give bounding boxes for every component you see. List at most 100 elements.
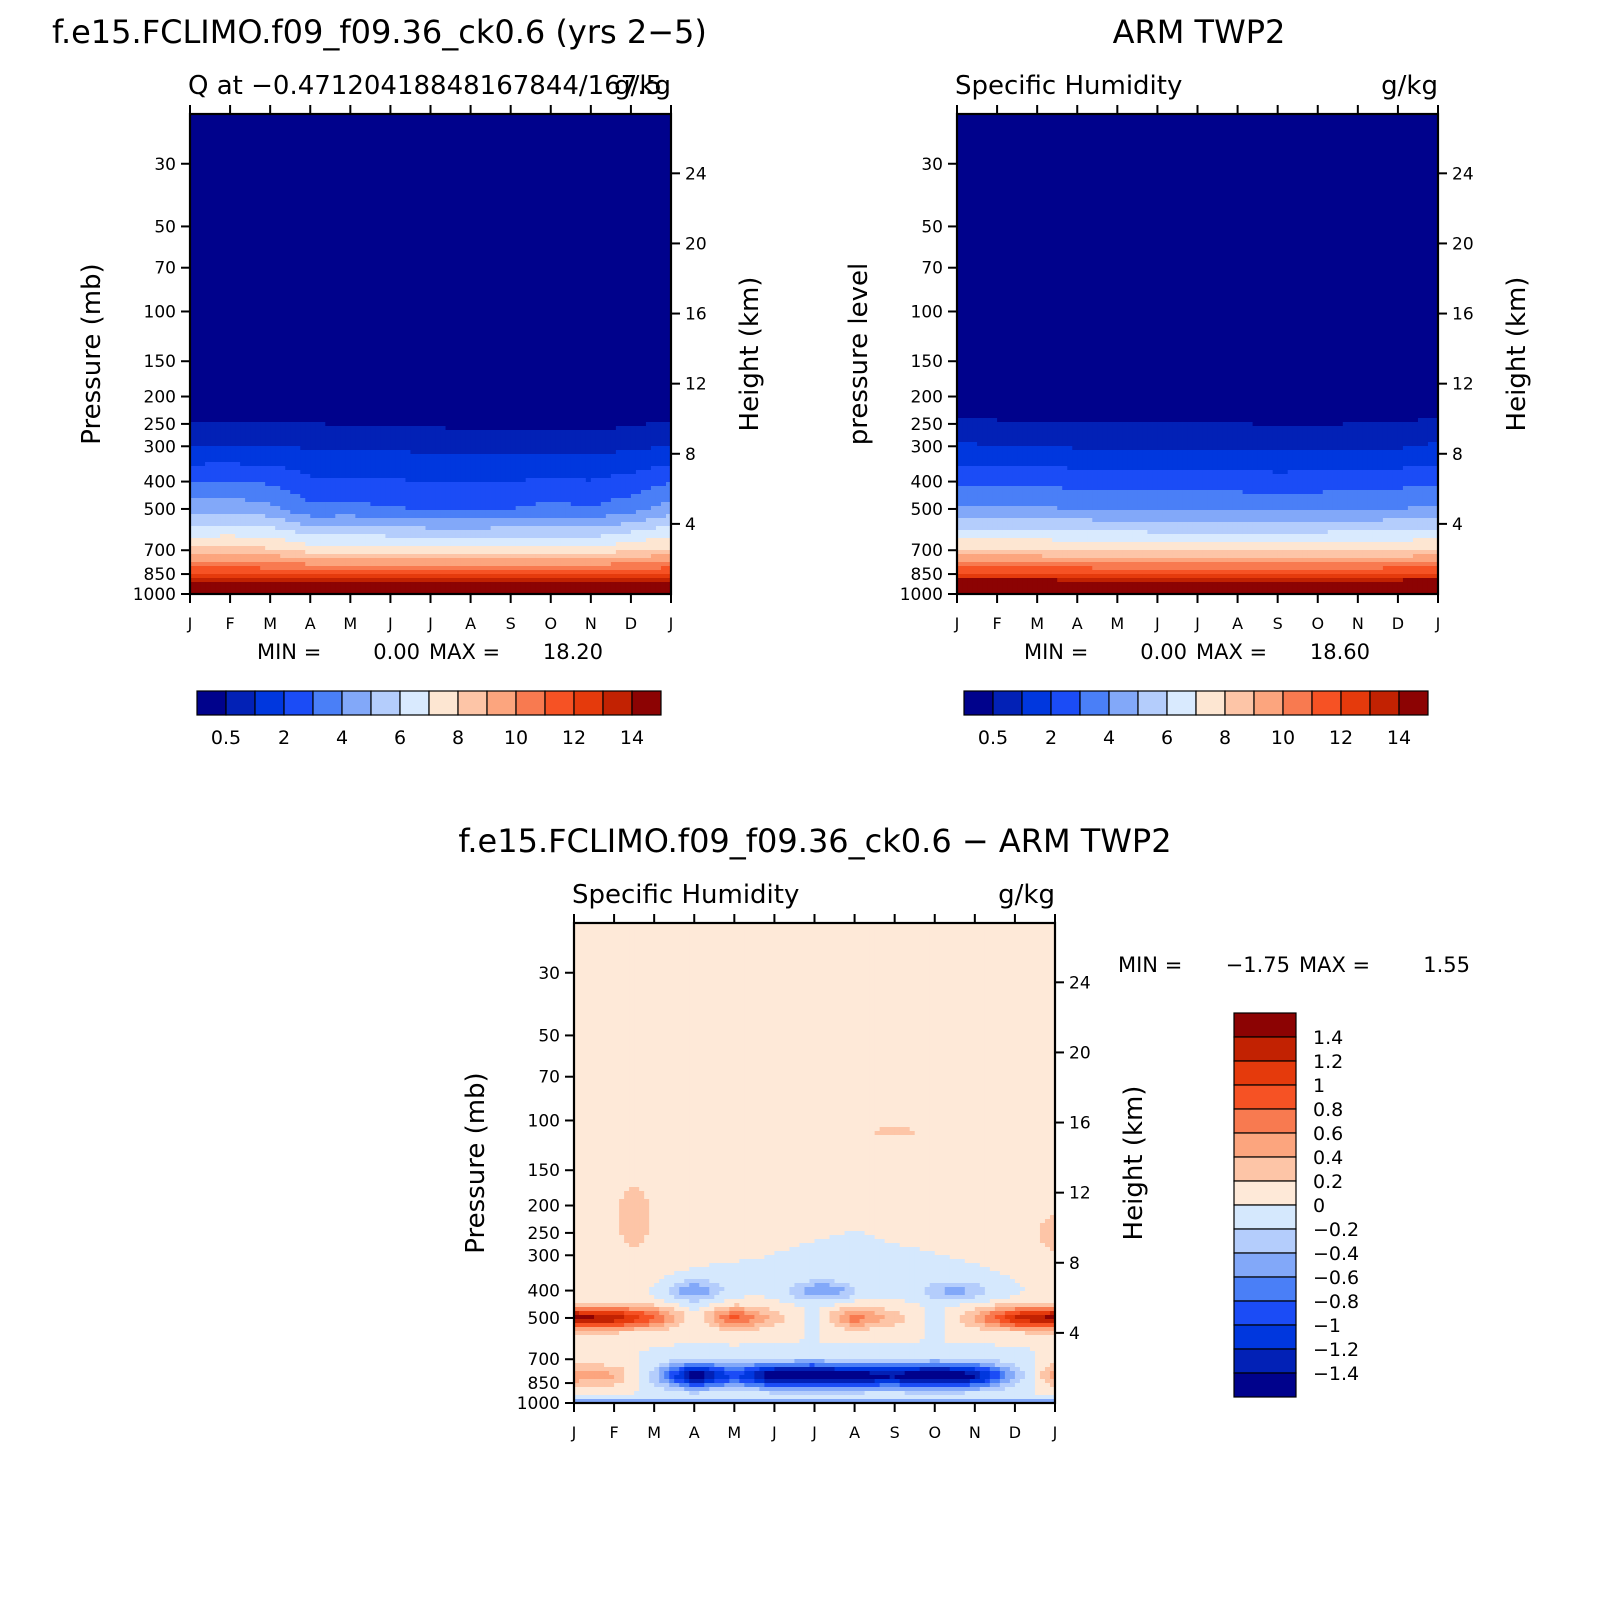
contour-cell: [441, 138, 447, 143]
contour-cell: [581, 302, 587, 307]
contour-cell: [621, 250, 627, 255]
contour-cell: [481, 258, 487, 263]
contour-cell: [486, 314, 492, 319]
contour-cell: [390, 250, 396, 255]
contour-cell: [240, 230, 246, 235]
contour-cell: [210, 202, 216, 207]
contour-cell: [451, 254, 457, 259]
contour-cell: [536, 250, 542, 255]
contour-cell: [405, 246, 411, 251]
contour-cell: [335, 202, 341, 207]
contour-cell: [481, 246, 487, 251]
contour-cell: [611, 190, 617, 195]
contour-cell: [245, 306, 251, 311]
contour-cell: [325, 126, 331, 131]
contour-cell: [636, 130, 642, 135]
contour-cell: [521, 166, 527, 171]
contour-cell: [380, 198, 386, 203]
contour-cell: [295, 154, 301, 159]
contour-cell: [481, 250, 487, 255]
contour-cell: [531, 230, 537, 235]
contour-cell: [626, 126, 632, 131]
contour-cell: [395, 162, 401, 167]
contour-cell: [350, 238, 356, 243]
contour-cell: [270, 142, 276, 147]
contour-cell: [516, 274, 522, 279]
contour-cell: [461, 310, 467, 315]
contour-cell: [320, 214, 326, 219]
contour-cell: [451, 122, 457, 127]
contour-cell: [476, 274, 482, 279]
contour-cell: [506, 126, 512, 131]
contour-cell: [330, 298, 336, 303]
contour-cell: [441, 206, 447, 211]
contour-cell: [220, 222, 226, 227]
contour-cell: [400, 258, 406, 263]
contour-cell: [596, 142, 602, 147]
contour-cell: [441, 230, 447, 235]
contour-cell: [300, 202, 306, 207]
contour-cell: [250, 254, 256, 259]
contour-cell: [275, 246, 281, 251]
contour-cell: [300, 242, 306, 247]
contour-cell: [601, 202, 607, 207]
contour-cell: [370, 186, 376, 191]
contour-cell: [245, 170, 251, 175]
contour-cell: [481, 306, 487, 311]
contour-cell: [561, 230, 567, 235]
contour-cell: [270, 202, 276, 207]
contour-cell: [360, 138, 366, 143]
contour-cell: [425, 198, 431, 203]
contour-cell: [415, 250, 421, 255]
contour-cell: [566, 266, 572, 271]
contour-cell: [365, 154, 371, 159]
contour-cell: [245, 310, 251, 315]
contour-cell: [636, 274, 642, 279]
contour-cell: [446, 242, 452, 247]
contour-cell: [310, 174, 316, 179]
contour-cell: [315, 210, 321, 215]
contour-cell: [636, 310, 642, 315]
contour-cell: [566, 290, 572, 295]
contour-cell: [360, 306, 366, 311]
contour-cell: [521, 230, 527, 235]
contour-cell: [476, 230, 482, 235]
contour-cell: [506, 130, 512, 135]
contour-cell: [345, 146, 351, 151]
contour-cell: [661, 246, 667, 251]
contour-cell: [410, 146, 416, 151]
contour-cell: [240, 214, 246, 219]
contour-cell: [621, 282, 627, 287]
contour-cell: [541, 278, 547, 283]
contour-cell: [385, 234, 391, 239]
contour-cell: [220, 302, 226, 307]
contour-cell: [611, 162, 617, 167]
contour-cell: [606, 166, 612, 171]
contour-cell: [571, 178, 577, 183]
contour-cell: [270, 130, 276, 135]
contour-cell: [536, 282, 542, 287]
contour-cell: [330, 206, 336, 211]
contour-cell: [616, 278, 622, 283]
contour-cell: [205, 178, 211, 183]
contour-cell: [606, 302, 612, 307]
contour-cell: [280, 182, 286, 187]
contour-cell: [335, 278, 341, 283]
contour-cell: [446, 146, 452, 151]
contour-cell: [581, 282, 587, 287]
contour-cell: [551, 238, 557, 243]
contour-cell: [591, 126, 597, 131]
contour-cell: [621, 118, 627, 123]
contour-cell: [561, 174, 567, 179]
contour-cell: [395, 278, 401, 283]
contour-cell: [511, 190, 517, 195]
contour-cell: [461, 270, 467, 275]
contour-cell: [486, 306, 492, 311]
contour-cell: [285, 242, 291, 247]
contour-cell: [596, 270, 602, 275]
contour-cell: [656, 266, 662, 271]
contour-cell: [656, 150, 662, 155]
contour-cell: [335, 118, 341, 123]
contour-cell: [220, 314, 226, 319]
contour-cell: [506, 278, 512, 283]
